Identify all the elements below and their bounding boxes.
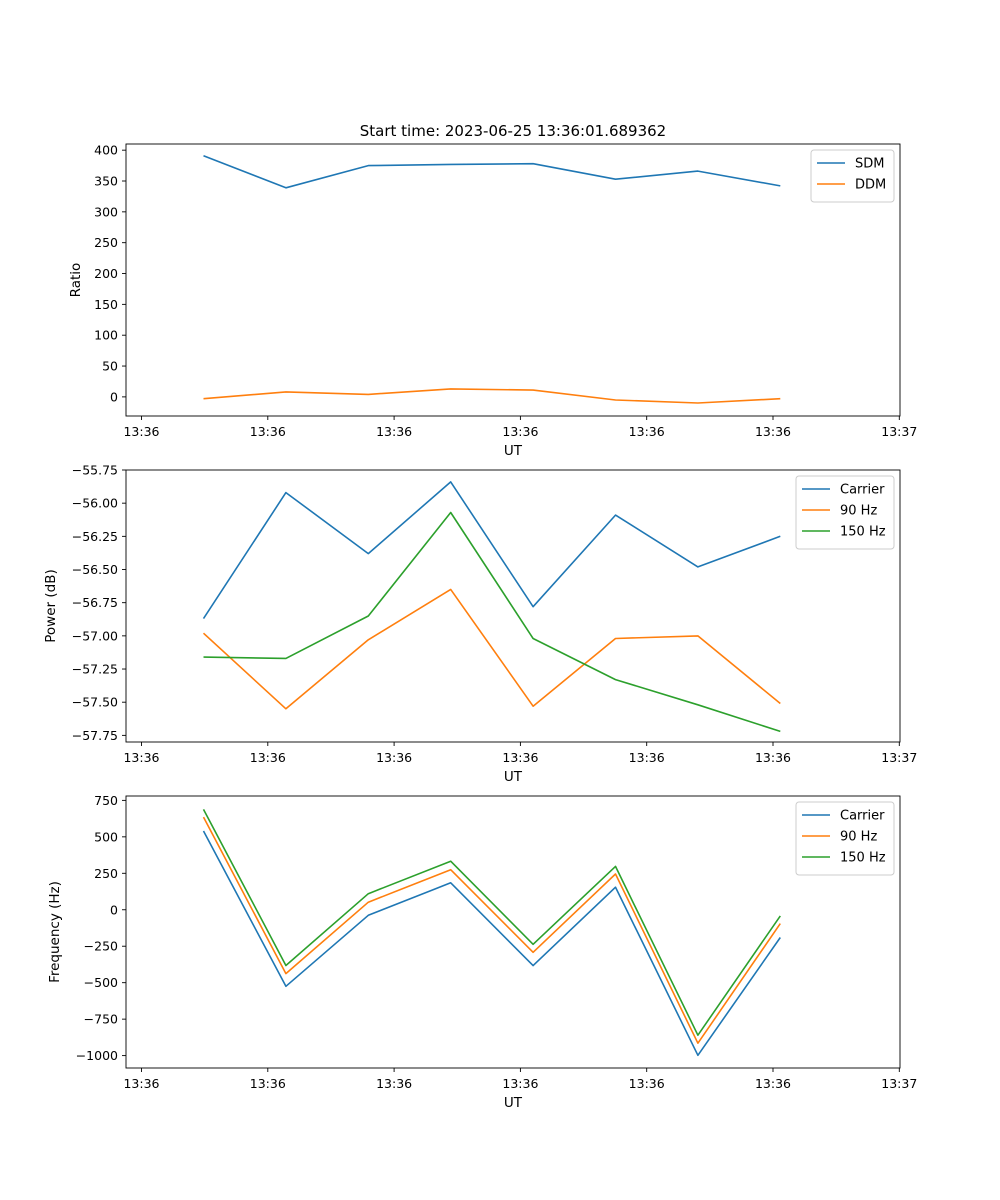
y-tick-label: 50 <box>102 359 118 374</box>
x-tick-label: 13:37 <box>881 424 917 439</box>
y-tick-label: −57.25 <box>72 662 118 677</box>
legend: Carrier 90 Hz 150 Hz <box>795 801 895 876</box>
x-tick-label: 13:36 <box>123 750 159 765</box>
series-line-ddm <box>203 388 781 404</box>
x-axis-label: UT <box>504 769 523 785</box>
x-tick-label: 13:36 <box>376 750 412 765</box>
series-line-90-hz <box>202 816 781 1044</box>
x-tick-label: 13:36 <box>629 750 665 765</box>
legend-label: Carrier <box>840 483 885 498</box>
y-tick-label: 400 <box>94 143 118 158</box>
y-tick-label: 300 <box>94 204 118 219</box>
x-tick-label: 13:36 <box>755 424 791 439</box>
y-tick-label: −500 <box>84 975 118 990</box>
x-tick-label: 13:36 <box>755 750 791 765</box>
y-tick-label: 150 <box>94 297 118 312</box>
x-tick-label: 13:36 <box>250 1076 286 1091</box>
x-tick-label: 13:36 <box>376 1076 412 1091</box>
y-tick-label: 100 <box>94 328 118 343</box>
x-tick-label: 13:36 <box>629 1076 665 1091</box>
y-tick-label: 350 <box>94 174 118 189</box>
subplots: 0 50 100 150 200 250 300 350 400 13:36 13:36 13:36 1… <box>43 143 917 1111</box>
x-tick-label: 13:36 <box>376 424 412 439</box>
y-tick-label: −57.50 <box>72 695 118 710</box>
subplot-3: −1000 −750 −500 −250 0 250 500 750 13:36 13:36 13:… <box>47 793 917 1111</box>
series-line-150-hz <box>202 809 781 1036</box>
x-tick-label: 13:36 <box>502 750 538 765</box>
series-line-carrier <box>202 481 781 620</box>
y-tick-label: 500 <box>94 829 118 844</box>
series-line-sdm <box>203 154 781 189</box>
x-axis-label: UT <box>504 1095 523 1111</box>
x-axis-label: UT <box>504 443 523 459</box>
legend: Carrier 90 Hz 150 Hz <box>795 475 895 550</box>
subplot-1: 0 50 100 150 200 250 300 350 400 13:36 13:36 13:36 1… <box>68 143 917 459</box>
axes-frame <box>125 795 901 1069</box>
y-axis-label: Frequency (Hz) <box>47 881 63 983</box>
legend-label: 150 Hz <box>840 525 886 540</box>
legend-label: SDM <box>855 157 884 172</box>
y-tick-label: 250 <box>94 866 118 881</box>
x-tick-label: 13:36 <box>123 1076 159 1091</box>
legend-label: 150 Hz <box>840 851 886 866</box>
y-tick-label: 750 <box>94 793 118 808</box>
y-axis-label: Ratio <box>68 263 84 298</box>
legend-label: 90 Hz <box>840 504 877 519</box>
y-tick-label: −57.00 <box>72 628 118 643</box>
x-tick-label: 13:36 <box>250 424 286 439</box>
legend-label: DDM <box>855 178 886 193</box>
series-line-90-hz <box>202 588 781 710</box>
y-tick-label: 0 <box>110 389 118 404</box>
subplot-2: −57.75 −57.50 −57.25 −57.00 −56.75 −56.50 −56.… <box>43 463 917 786</box>
legend: SDM DDM <box>810 149 895 203</box>
y-tick-label: 0 <box>110 902 118 917</box>
y-tick-label: −1000 <box>76 1048 118 1063</box>
y-axis-label: Power (dB) <box>43 569 59 642</box>
legend-label: 90 Hz <box>840 830 877 845</box>
y-tick-label: 200 <box>94 266 118 281</box>
y-tick-label: −56.00 <box>72 496 118 511</box>
x-tick-label: 13:37 <box>881 1076 917 1091</box>
y-tick-label: −250 <box>84 939 118 954</box>
y-tick-label: −56.25 <box>72 529 118 544</box>
axes-frame <box>125 143 901 417</box>
y-tick-label: −55.75 <box>72 463 118 478</box>
x-tick-label: 13:36 <box>629 424 665 439</box>
x-tick-label: 13:36 <box>502 424 538 439</box>
legend-label: Carrier <box>840 809 885 824</box>
figure-title: Start time: 2023-06-25 13:36:01.689362 <box>360 122 666 140</box>
y-tick-label: −56.50 <box>72 562 118 577</box>
x-tick-label: 13:36 <box>755 1076 791 1091</box>
axes-frame <box>125 469 901 743</box>
x-tick-label: 13:36 <box>250 750 286 765</box>
series-line-150-hz <box>203 511 781 733</box>
y-tick-label: −56.75 <box>72 595 118 610</box>
y-tick-label: 250 <box>94 235 118 250</box>
series-line-carrier <box>202 830 781 1057</box>
y-tick-label: −750 <box>84 1012 118 1027</box>
x-tick-label: 13:36 <box>123 424 159 439</box>
x-tick-label: 13:36 <box>502 1076 538 1091</box>
x-tick-label: 13:37 <box>881 750 917 765</box>
y-tick-label: −57.75 <box>72 728 118 743</box>
